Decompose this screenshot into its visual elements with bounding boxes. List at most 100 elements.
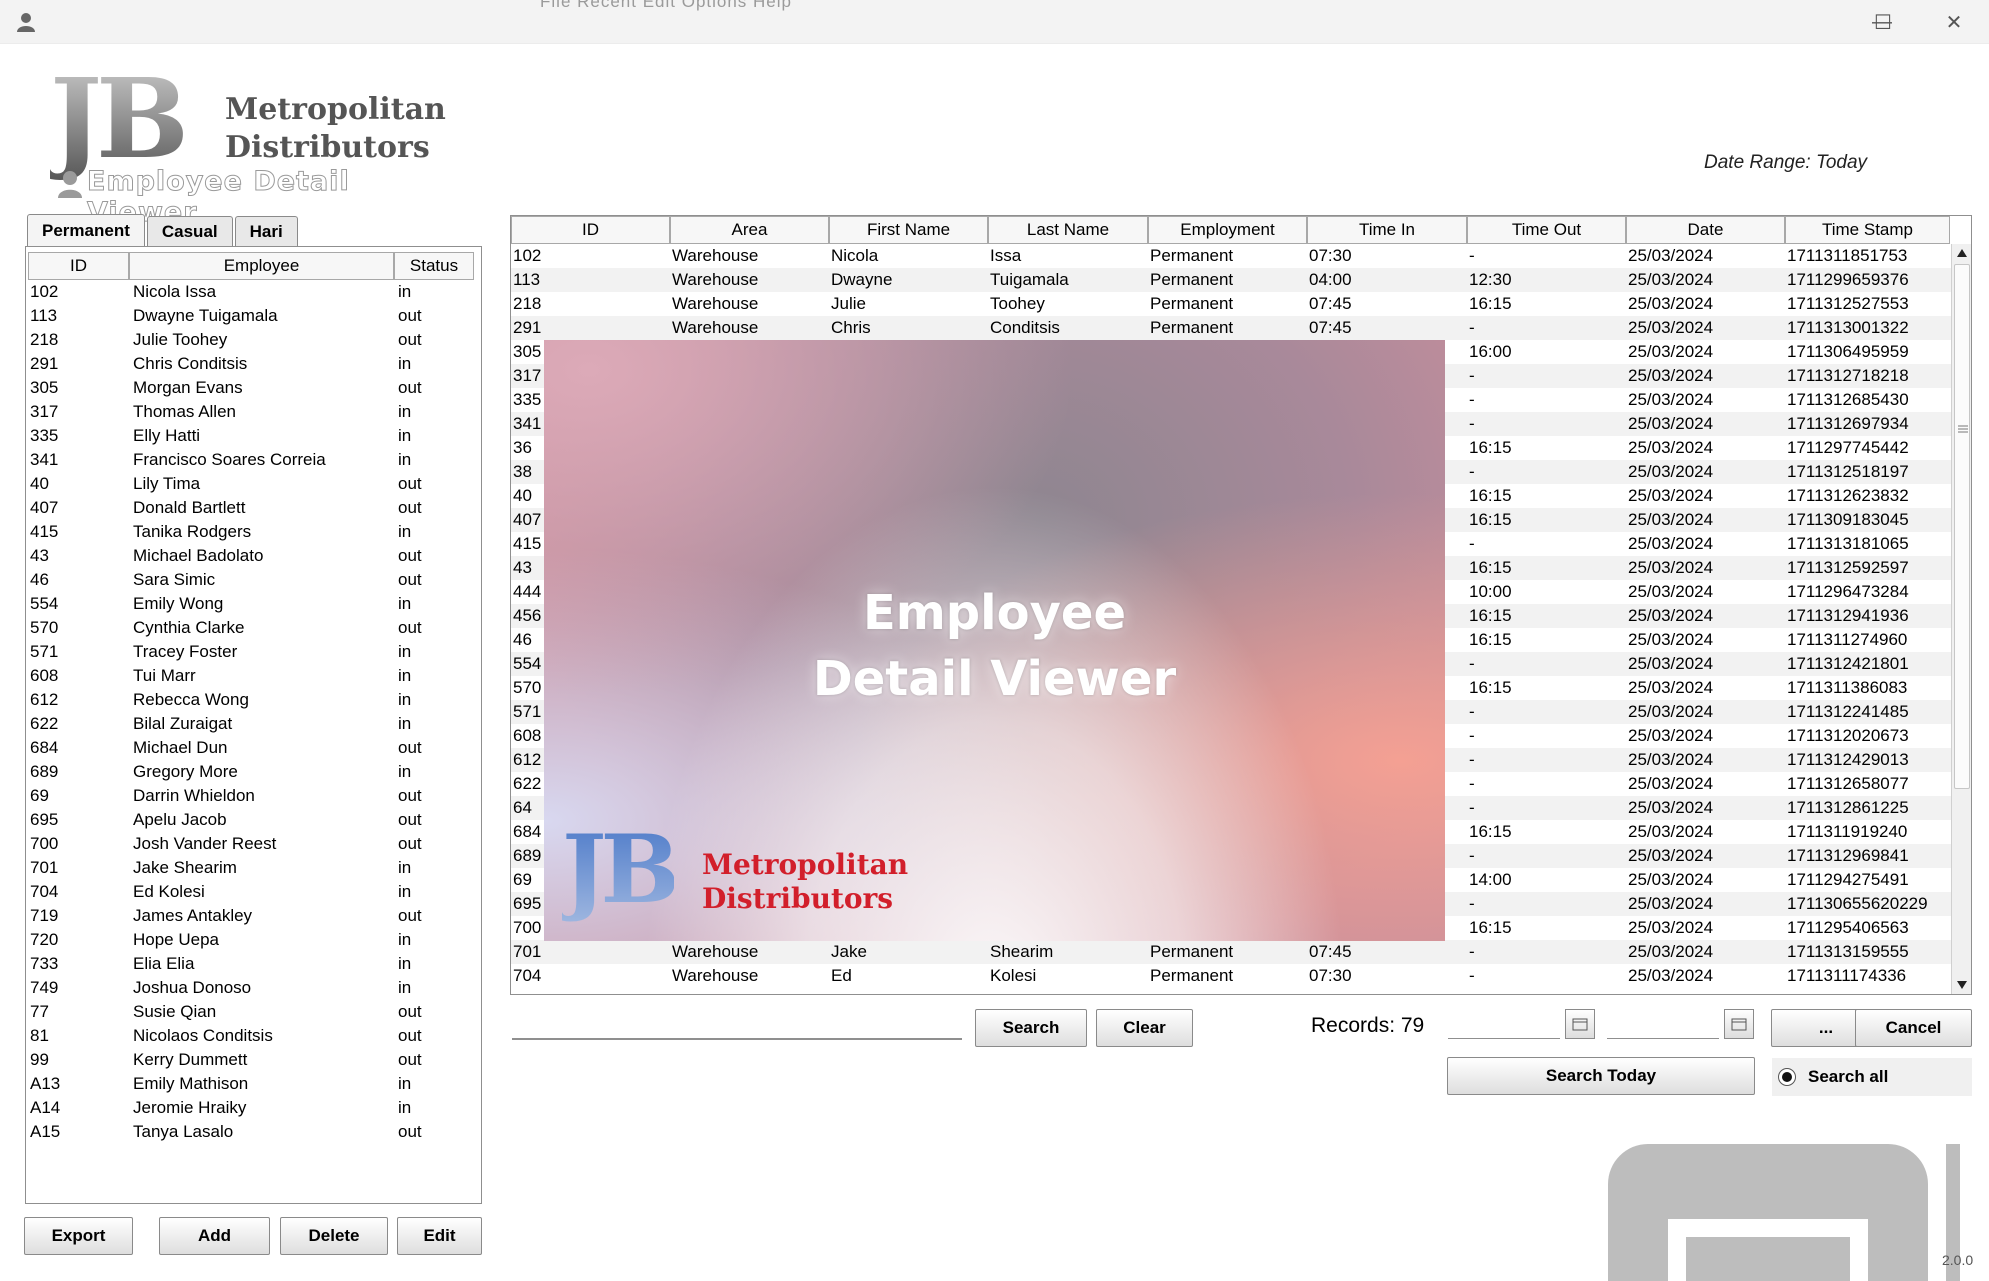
tab-casual[interactable]: Casual	[146, 216, 233, 246]
employee-row[interactable]: A15 Tanya Lasalo out	[28, 1120, 478, 1144]
record-date-cell: 25/03/2024	[1628, 342, 1714, 361]
employee-row[interactable]: 102 Nicola Issa in	[28, 280, 478, 304]
employee-row[interactable]: 608 Tui Marr in	[28, 664, 478, 688]
employee-row[interactable]: 407 Donald Bartlett out	[28, 496, 478, 520]
employee-row[interactable]: 695 Apelu Jacob out	[28, 808, 478, 832]
column-header-first-name[interactable]: First Name	[829, 216, 988, 244]
record-row[interactable]: 415 - 25/03/2024 1711313181065	[511, 532, 1971, 556]
record-row[interactable]: 291 Warehouse Chris Conditsis Permanent 07:45…	[511, 316, 1971, 340]
employee-row[interactable]: 554 Emily Wong in	[28, 592, 478, 616]
column-header-date[interactable]: Date	[1626, 216, 1785, 244]
column-header-employment[interactable]: Employment	[1148, 216, 1307, 244]
record-row[interactable]: 335 - 25/03/2024 1711312685430	[511, 388, 1971, 412]
employee-row[interactable]: 43 Michael Badolato out	[28, 544, 478, 568]
employee-row[interactable]: 46 Sara Simic out	[28, 568, 478, 592]
tab-permanent[interactable]: Permanent	[27, 214, 145, 246]
record-row[interactable]: 305 16:00 25/03/2024 1711306495959	[511, 340, 1971, 364]
minimize-button[interactable]: —	[1872, 10, 1892, 33]
employee-row[interactable]: 99 Kerry Dummett out	[28, 1048, 478, 1072]
record-row[interactable]: 701 Warehouse Jake Shearim Permanent 07:45 - 25…	[511, 940, 1971, 964]
end-date-picker[interactable]	[1724, 1009, 1754, 1039]
clear-button[interactable]: Clear	[1096, 1009, 1193, 1047]
column-header-time-in[interactable]: Time In	[1307, 216, 1467, 244]
title-bar: File Recent Edit Options Help — ☐ ✕	[0, 0, 1989, 44]
search-today-button[interactable]: Search Today	[1447, 1057, 1755, 1095]
employee-row[interactable]: A13 Emily Mathison in	[28, 1072, 478, 1096]
record-row[interactable]: 46 16:15 25/03/2024 1711311274960	[511, 628, 1971, 652]
employee-row[interactable]: 704 Ed Kolesi in	[28, 880, 478, 904]
employee-row[interactable]: 700 Josh Vander Reest out	[28, 832, 478, 856]
search-button[interactable]: Search	[975, 1009, 1087, 1047]
employee-row[interactable]: 571 Tracey Foster in	[28, 640, 478, 664]
search-input[interactable]	[512, 1038, 962, 1040]
employee-row[interactable]: 317 Thomas Allen in	[28, 400, 478, 424]
employee-row[interactable]: 622 Bilal Zuraigat in	[28, 712, 478, 736]
cancel-button[interactable]: Cancel	[1855, 1009, 1972, 1047]
column-header-id[interactable]: ID	[511, 216, 670, 244]
edit-button[interactable]: Edit	[397, 1217, 482, 1255]
add-button[interactable]: Add	[159, 1217, 270, 1255]
record-row[interactable]: 69 14:00 25/03/2024 1711294275491	[511, 868, 1971, 892]
maximize-button[interactable]: ☐	[1874, 11, 1892, 34]
employee-row[interactable]: 733 Elia Elia in	[28, 952, 478, 976]
search-all-option[interactable]: Search all	[1772, 1058, 1972, 1096]
menu-bar[interactable]: File Recent Edit Options Help	[540, 0, 792, 11]
column-header-id[interactable]: ID	[28, 252, 129, 280]
employee-row[interactable]: 81 Nicolaos Conditsis out	[28, 1024, 478, 1048]
start-date-picker[interactable]	[1565, 1009, 1595, 1039]
employee-row[interactable]: 701 Jake Shearim in	[28, 856, 478, 880]
record-row[interactable]: 40 16:15 25/03/2024 1711312623832	[511, 484, 1971, 508]
delete-button[interactable]: Delete	[280, 1217, 388, 1255]
export-button[interactable]: Export	[24, 1217, 133, 1255]
record-row[interactable]: 622 - 25/03/2024 1711312658077	[511, 772, 1971, 796]
start-date-field[interactable]	[1448, 1009, 1560, 1039]
employee-row[interactable]: 113 Dwayne Tuigamala out	[28, 304, 478, 328]
employee-row[interactable]: 720 Hope Uepa in	[28, 928, 478, 952]
records-scrollbar[interactable]	[1951, 244, 1971, 994]
record-row[interactable]: 684 16:15 25/03/2024 1711311919240	[511, 820, 1971, 844]
column-header-employee[interactable]: Employee	[129, 252, 394, 280]
record-row[interactable]: 102 Warehouse Nicola Issa Permanent 07:30 - 25/…	[511, 244, 1971, 268]
record-row[interactable]: 700 16:15 25/03/2024 1711295406563	[511, 916, 1971, 940]
tab-hari[interactable]: Hari	[234, 216, 298, 246]
scroll-up-icon[interactable]	[1956, 248, 1968, 258]
employee-row[interactable]: 570 Cynthia Clarke out	[28, 616, 478, 640]
column-header-last-name[interactable]: Last Name	[988, 216, 1148, 244]
employee-id-cell: 335	[30, 426, 59, 445]
employee-row[interactable]: 415 Tanika Rodgers in	[28, 520, 478, 544]
employee-row[interactable]: 77 Susie Qian out	[28, 1000, 478, 1024]
employee-row[interactable]: 341 Francisco Soares Correia in	[28, 448, 478, 472]
scrollbar-thumb[interactable]	[1954, 264, 1970, 789]
employee-row[interactable]: 689 Gregory More in	[28, 760, 478, 784]
employee-row[interactable]: 291 Chris Conditsis in	[28, 352, 478, 376]
employee-status-cell: in	[398, 690, 412, 709]
column-header-area[interactable]: Area	[670, 216, 829, 244]
close-button[interactable]: ✕	[1945, 11, 1963, 34]
search-all-radio[interactable]	[1778, 1068, 1796, 1086]
record-row[interactable]: 218 Warehouse Julie Toohey Permanent 07:45 16:…	[511, 292, 1971, 316]
record-time-stamp-cell: 1711311919240	[1787, 822, 1908, 841]
employee-row[interactable]: 719 James Antakley out	[28, 904, 478, 928]
employee-row[interactable]: 305 Morgan Evans out	[28, 376, 478, 400]
record-row[interactable]: 444 10:00 25/03/2024 1711296473284	[511, 580, 1971, 604]
employee-row[interactable]: 218 Julie Toohey out	[28, 328, 478, 352]
employee-row[interactable]: 612 Rebecca Wong in	[28, 688, 478, 712]
record-row[interactable]: 113 Warehouse Dwayne Tuigamala Permanent 04:0…	[511, 268, 1971, 292]
employee-row[interactable]: A14 Jeromie Hraiky in	[28, 1096, 478, 1120]
record-date-cell: 25/03/2024	[1628, 510, 1714, 529]
record-row[interactable]: 570 16:15 25/03/2024 1711311386083	[511, 676, 1971, 700]
end-date-field[interactable]	[1607, 1009, 1719, 1039]
record-row[interactable]: 704 Warehouse Ed Kolesi Permanent 07:30 - 25/03…	[511, 964, 1971, 988]
employee-row[interactable]: 684 Michael Dun out	[28, 736, 478, 760]
record-row[interactable]: 36 16:15 25/03/2024 1711297745442	[511, 436, 1971, 460]
scroll-down-icon[interactable]	[1956, 980, 1968, 990]
column-header-time-stamp[interactable]: Time Stamp	[1785, 216, 1950, 244]
column-header-time-out[interactable]: Time Out	[1467, 216, 1626, 244]
employee-row[interactable]: 40 Lily Tima out	[28, 472, 478, 496]
record-row[interactable]: 608 - 25/03/2024 1711312020673	[511, 724, 1971, 748]
employee-row[interactable]: 335 Elly Hatti in	[28, 424, 478, 448]
column-header-status[interactable]: Status	[394, 252, 474, 280]
employee-row[interactable]: 69 Darrin Whieldon out	[28, 784, 478, 808]
employee-row[interactable]: 749 Joshua Donoso in	[28, 976, 478, 1000]
employee-id-cell: 701	[30, 858, 59, 877]
